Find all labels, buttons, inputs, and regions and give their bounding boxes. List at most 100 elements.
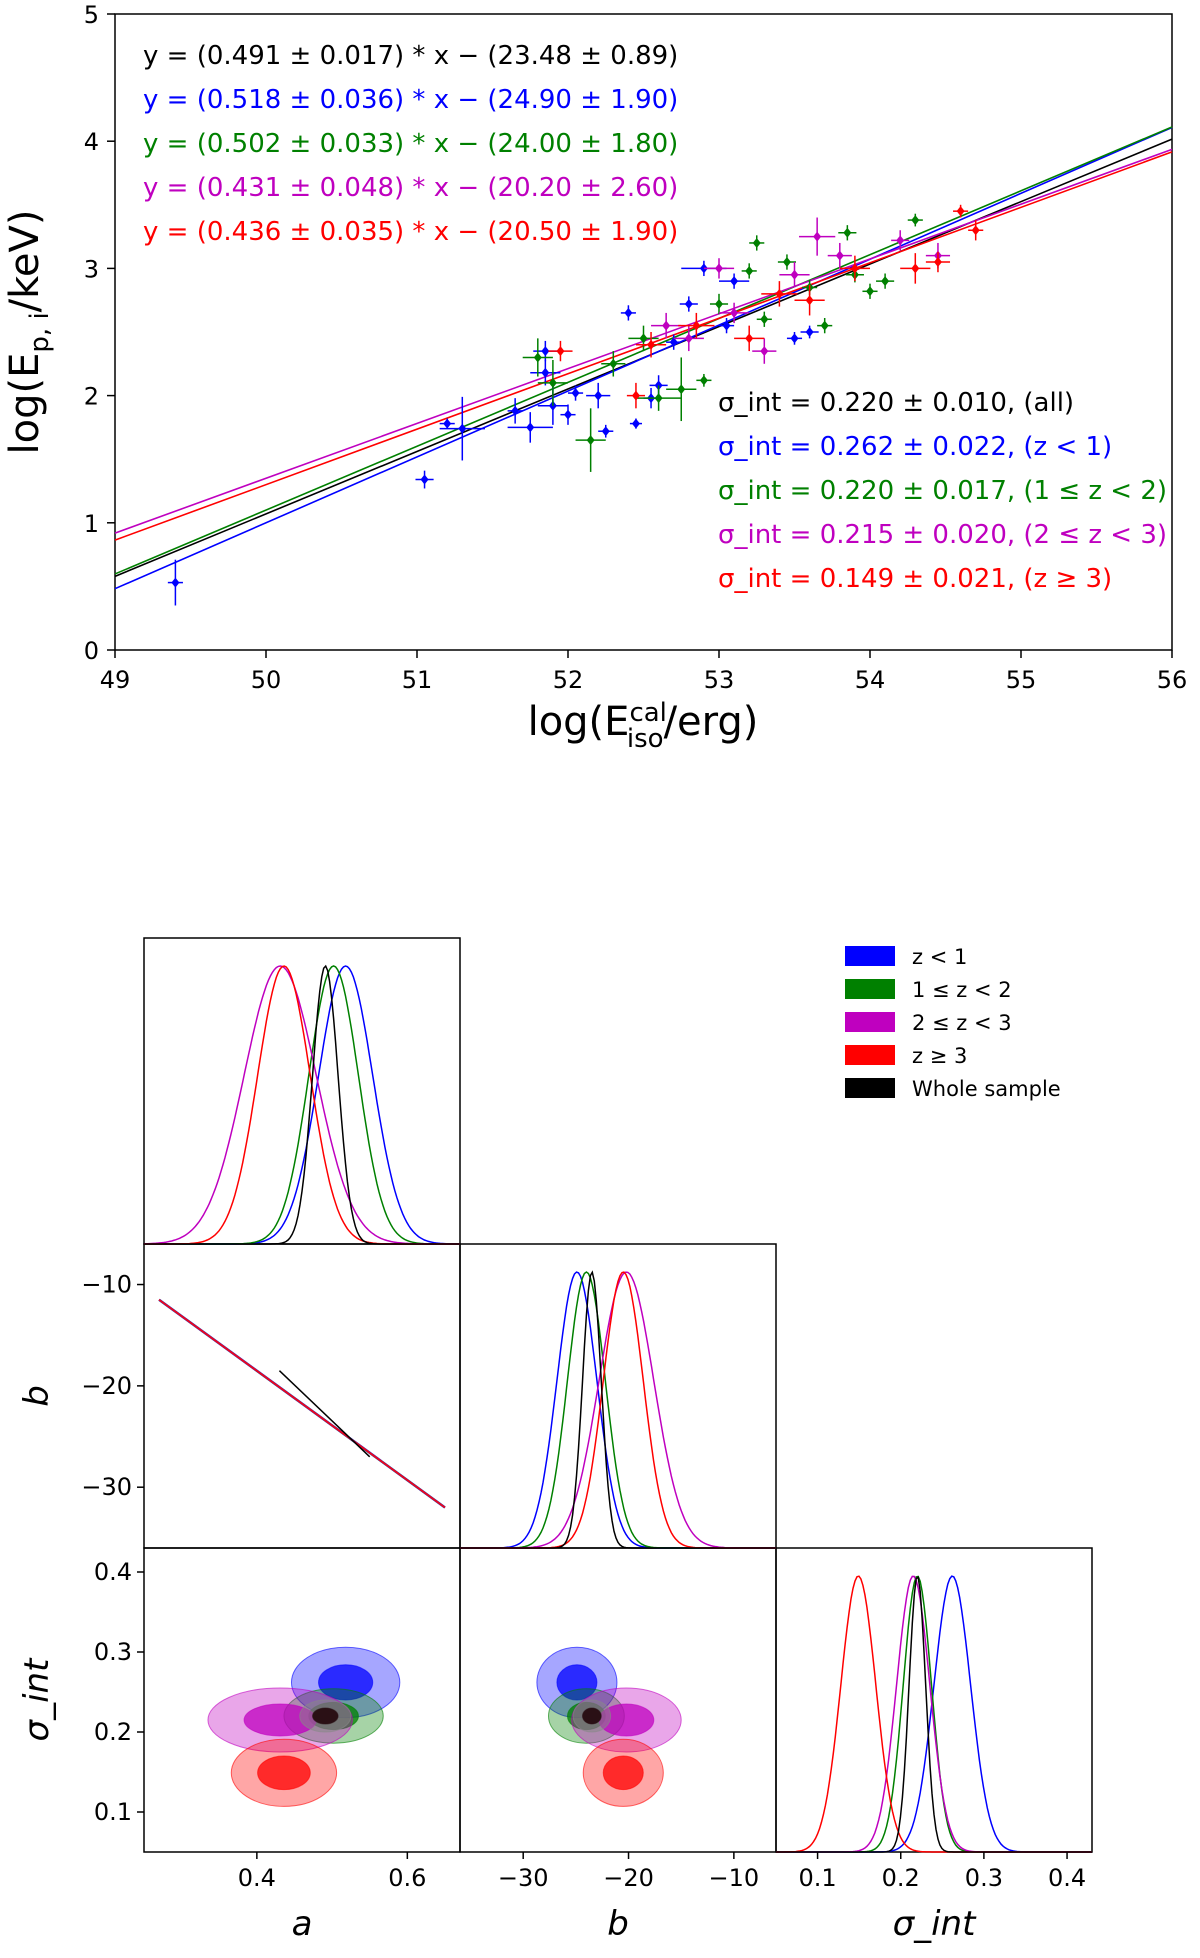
legend-swatch	[845, 1045, 895, 1065]
legend-swatch	[845, 1078, 895, 1098]
marginal-b-z<1	[460, 1271, 776, 1549]
y-tick-label: 5	[84, 1, 99, 29]
data-point	[838, 225, 857, 241]
data-point	[598, 424, 614, 438]
data-point	[167, 559, 183, 606]
data-point	[530, 359, 561, 386]
data-point	[786, 332, 803, 345]
data-point	[800, 325, 819, 339]
data-point	[719, 273, 750, 289]
data-point	[925, 251, 951, 273]
data-point	[635, 385, 682, 411]
ab-contour-z≥3	[158, 1299, 446, 1509]
data-point	[741, 263, 757, 279]
sigma-axis-label: σ_int	[893, 1904, 978, 1944]
b-tick-label: −20	[603, 1864, 654, 1892]
legend-label: Whole sample	[912, 1077, 1061, 1101]
corner-panel	[143, 937, 461, 1245]
ab-contour-whole	[278, 1370, 371, 1458]
b-y-tick-label: −10	[81, 1271, 132, 1299]
data-point	[507, 412, 553, 443]
sigma-b-inner-z≥3	[602, 1755, 644, 1791]
fit-equation: y = (0.431 ± 0.048) * x − (20.20 ± 2.60)	[143, 173, 678, 203]
fit-line-z<1	[114, 126, 1173, 590]
b-axis-label: b	[607, 1904, 629, 1944]
data-point	[761, 281, 798, 307]
b-y-tick-label: −30	[81, 1473, 132, 1501]
a-tick-label: 0.4	[238, 1864, 276, 1892]
marginal-a-Whole sample	[144, 964, 460, 1245]
sigma-a-inner-z<1	[318, 1664, 374, 1701]
sigma-tick-label: 0.2	[882, 1864, 920, 1892]
data-point	[548, 340, 573, 362]
legend-label: 2 ≤ z < 3	[912, 1011, 1012, 1035]
x-tick-label: 55	[1006, 666, 1037, 694]
scatter-frame	[114, 13, 1173, 651]
data-point	[439, 396, 485, 461]
data-point	[900, 253, 931, 284]
data-point	[839, 255, 870, 282]
data-point	[779, 262, 810, 288]
sigma-y-tick-label: 0.2	[94, 1718, 132, 1746]
legend-label: z ≥ 3	[912, 1044, 967, 1068]
data-point	[709, 293, 729, 315]
corner-panel	[459, 1243, 777, 1549]
data-point	[719, 302, 750, 324]
y-tick-label: 1	[84, 510, 99, 538]
sigma-a-inner-Whole sample	[312, 1707, 339, 1725]
sigma-b-inner-z<1	[556, 1664, 598, 1701]
data-point	[522, 338, 553, 377]
y-tick-label: 3	[84, 255, 99, 283]
data-point	[415, 470, 434, 489]
x-tick-label: 50	[251, 666, 282, 694]
a-tick-label: 0.6	[388, 1864, 426, 1892]
fit-equation: y = (0.491 ± 0.017) * x − (23.48 ± 0.89)	[143, 41, 678, 71]
data-point	[575, 408, 606, 472]
data-point	[635, 332, 667, 358]
data-point	[862, 283, 878, 299]
x-tick-label: 51	[402, 666, 433, 694]
data-point	[696, 373, 712, 387]
data-point	[777, 254, 797, 270]
fit-equation: y = (0.436 ± 0.035) * x − (20.50 ± 1.90)	[143, 217, 678, 247]
data-point	[626, 382, 646, 409]
legend-swatch	[845, 979, 895, 999]
b-tick-label: −30	[498, 1864, 549, 1892]
y-tick-label: 2	[84, 383, 99, 411]
scatter-ylabel: log(Ep, i/keV)	[2, 210, 55, 455]
data-point	[799, 217, 836, 256]
data-point	[749, 235, 765, 251]
data-point	[620, 305, 636, 321]
scatter-xlabel: log(Ecal iso/erg)	[528, 698, 759, 754]
marginal-sigma-Whole sample	[776, 1576, 1092, 1853]
sigma-label: σ_int = 0.220 ± 0.017, (1 ≤ z < 2)	[718, 476, 1167, 506]
sigma-tick-label: 0.3	[965, 1864, 1003, 1892]
data-point	[876, 273, 895, 289]
legend-swatch	[845, 946, 895, 966]
data-point	[666, 357, 697, 422]
b-y-tick-label: −20	[81, 1372, 132, 1400]
x-tick-label: 54	[855, 666, 886, 694]
sigma-y-tick-label: 0.3	[94, 1638, 132, 1666]
fit-equation: y = (0.518 ± 0.036) * x − (24.90 ± 1.90)	[143, 85, 678, 115]
data-point	[953, 204, 969, 218]
sigma-label: σ_int = 0.149 ± 0.021, (z ≥ 3)	[718, 564, 1112, 594]
marginal-b-z≥3	[460, 1271, 776, 1549]
marginal-a-2≤z<3	[143, 965, 460, 1245]
marginal-a-z<1	[144, 965, 461, 1245]
corner-panel	[775, 1547, 1093, 1853]
fit-equation: y = (0.502 ± 0.033) * x − (24.00 ± 1.80)	[143, 129, 678, 159]
data-point	[719, 318, 735, 334]
data-point	[891, 230, 910, 251]
legend-swatch	[845, 1012, 895, 1032]
b-y-axis-label: b	[17, 1385, 57, 1407]
data-point	[507, 398, 523, 424]
y-tick-label: 4	[84, 128, 99, 156]
data-point	[628, 325, 659, 352]
x-tick-label: 56	[1157, 666, 1188, 694]
data-point	[679, 296, 698, 312]
data-point	[629, 418, 642, 429]
data-point	[568, 385, 584, 401]
data-point	[586, 382, 611, 409]
